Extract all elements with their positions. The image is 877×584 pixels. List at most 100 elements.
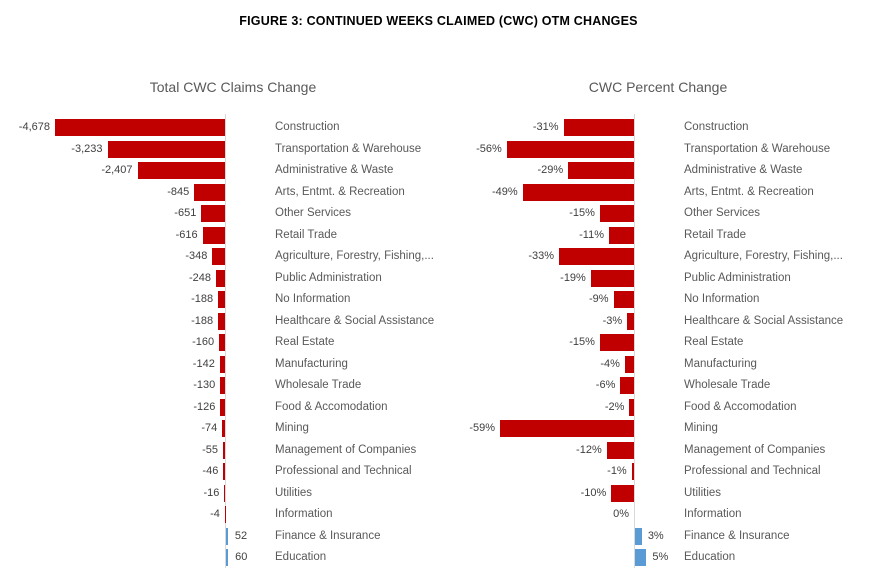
- negative-bar-3: [194, 183, 225, 201]
- category-label-20: Education: [275, 551, 327, 563]
- category-label-8: No Information: [275, 293, 351, 305]
- value-label-6: -348: [185, 250, 208, 262]
- category-label-11: Manufacturing: [684, 357, 757, 370]
- value-label-5: -11%: [579, 228, 605, 241]
- value-label-13: -126: [193, 400, 216, 413]
- negative-bar-12: [220, 377, 225, 395]
- negative-bar-1: [506, 140, 634, 158]
- value-label-16: -1%: [607, 465, 627, 477]
- category-label-8: No Information: [684, 293, 760, 305]
- category-label-17: Utilities: [275, 486, 313, 499]
- left-chart-axis-line: [225, 114, 226, 568]
- value-label-3: -49%: [492, 185, 518, 198]
- value-label-1: -3,233: [71, 142, 103, 155]
- negative-bar-8: [613, 291, 634, 309]
- value-label-13: -2%: [604, 400, 625, 413]
- value-label-9: -188: [191, 314, 214, 327]
- value-label-18: 0%: [613, 508, 629, 520]
- category-label-6: Agriculture, Forestry, Fishing,...: [275, 250, 434, 262]
- value-label-8: -9%: [588, 293, 609, 305]
- negative-bar-7: [590, 269, 634, 287]
- category-label-0: Construction: [275, 121, 340, 133]
- category-label-18: Information: [684, 508, 742, 520]
- negative-bar-11: [219, 355, 225, 373]
- category-label-6: Agriculture, Forestry, Fishing,...: [684, 250, 843, 262]
- value-label-19: 3%: [647, 529, 664, 542]
- negative-bar-0: [55, 119, 225, 137]
- category-label-7: Public Administration: [684, 271, 791, 284]
- category-label-18: Information: [275, 508, 333, 520]
- value-label-12: -130: [193, 379, 216, 391]
- positive-bar-20: [635, 549, 647, 567]
- negative-bar-8: [218, 291, 225, 309]
- category-label-5: Retail Trade: [275, 228, 338, 241]
- category-label-15: Management of Companies: [275, 443, 417, 456]
- negative-bar-15: [606, 441, 634, 459]
- category-label-17: Utilities: [684, 486, 722, 499]
- negative-bar-11: [624, 355, 634, 373]
- category-label-11: Manufacturing: [275, 357, 348, 370]
- category-label-9: Healthcare & Social Assistance: [275, 314, 435, 327]
- negative-bar-7: [215, 269, 225, 287]
- category-label-4: Other Services: [275, 207, 352, 219]
- category-label-5: Retail Trade: [684, 228, 747, 241]
- negative-bar-13: [220, 398, 225, 416]
- value-label-10: -15%: [569, 336, 595, 348]
- category-label-3: Arts, Entmt. & Recreation: [684, 185, 814, 198]
- negative-bar-14: [500, 420, 634, 438]
- positive-bar-20: [226, 549, 229, 567]
- negative-bar-10: [219, 334, 225, 352]
- negative-bar-16: [631, 463, 634, 481]
- category-label-20: Education: [684, 551, 736, 563]
- value-label-18: -4: [210, 508, 220, 520]
- category-label-12: Wholesale Trade: [275, 379, 362, 391]
- value-label-8: -188: [191, 293, 214, 305]
- value-label-6: -33%: [528, 250, 555, 262]
- category-label-14: Mining: [275, 422, 309, 434]
- negative-bar-4: [599, 205, 634, 223]
- category-label-12: Wholesale Trade: [684, 379, 771, 391]
- value-label-2: -29%: [537, 164, 564, 176]
- value-label-4: -15%: [569, 207, 595, 219]
- value-label-12: -6%: [595, 379, 616, 391]
- value-label-16: -46: [202, 465, 219, 477]
- value-label-5: -616: [175, 228, 198, 241]
- negative-bar-10: [599, 334, 634, 352]
- category-label-10: Real Estate: [275, 336, 335, 348]
- positive-bar-19: [226, 527, 228, 545]
- negative-bar-4: [201, 205, 225, 223]
- value-label-20: 60: [235, 551, 248, 563]
- value-label-14: -59%: [469, 422, 495, 434]
- negative-bar-6: [212, 248, 225, 266]
- negative-bar-2: [568, 162, 634, 180]
- category-label-0: Construction: [684, 121, 749, 133]
- value-label-19: 52: [234, 529, 248, 542]
- negative-bar-16: [223, 463, 225, 481]
- negative-bar-17: [611, 484, 634, 502]
- category-label-1: Transportation & Warehouse: [684, 142, 831, 155]
- category-label-4: Other Services: [684, 207, 761, 219]
- negative-bar-3: [522, 183, 634, 201]
- value-label-7: -19%: [560, 271, 586, 284]
- negative-bar-15: [223, 441, 225, 459]
- category-label-1: Transportation & Warehouse: [275, 142, 422, 155]
- value-label-15: -55: [202, 443, 218, 456]
- negative-bar-12: [620, 377, 634, 395]
- value-label-4: -651: [174, 207, 197, 219]
- category-label-16: Professional and Technical: [684, 465, 821, 477]
- left-chart-title: Total CWC Claims Change: [149, 79, 317, 95]
- value-label-17: -16: [203, 486, 220, 499]
- value-label-15: -12%: [576, 443, 602, 456]
- category-label-16: Professional and Technical: [275, 465, 412, 477]
- value-label-11: -4%: [600, 357, 620, 370]
- negative-bar-5: [609, 226, 634, 244]
- value-label-3: -845: [167, 185, 190, 198]
- positive-bar-19: [635, 527, 642, 545]
- category-label-7: Public Administration: [275, 271, 382, 284]
- value-label-17: -10%: [580, 486, 607, 499]
- category-label-10: Real Estate: [684, 336, 744, 348]
- negative-bar-5: [202, 226, 225, 244]
- value-label-20: 5%: [652, 551, 669, 563]
- category-label-19: Finance & Insurance: [275, 529, 381, 542]
